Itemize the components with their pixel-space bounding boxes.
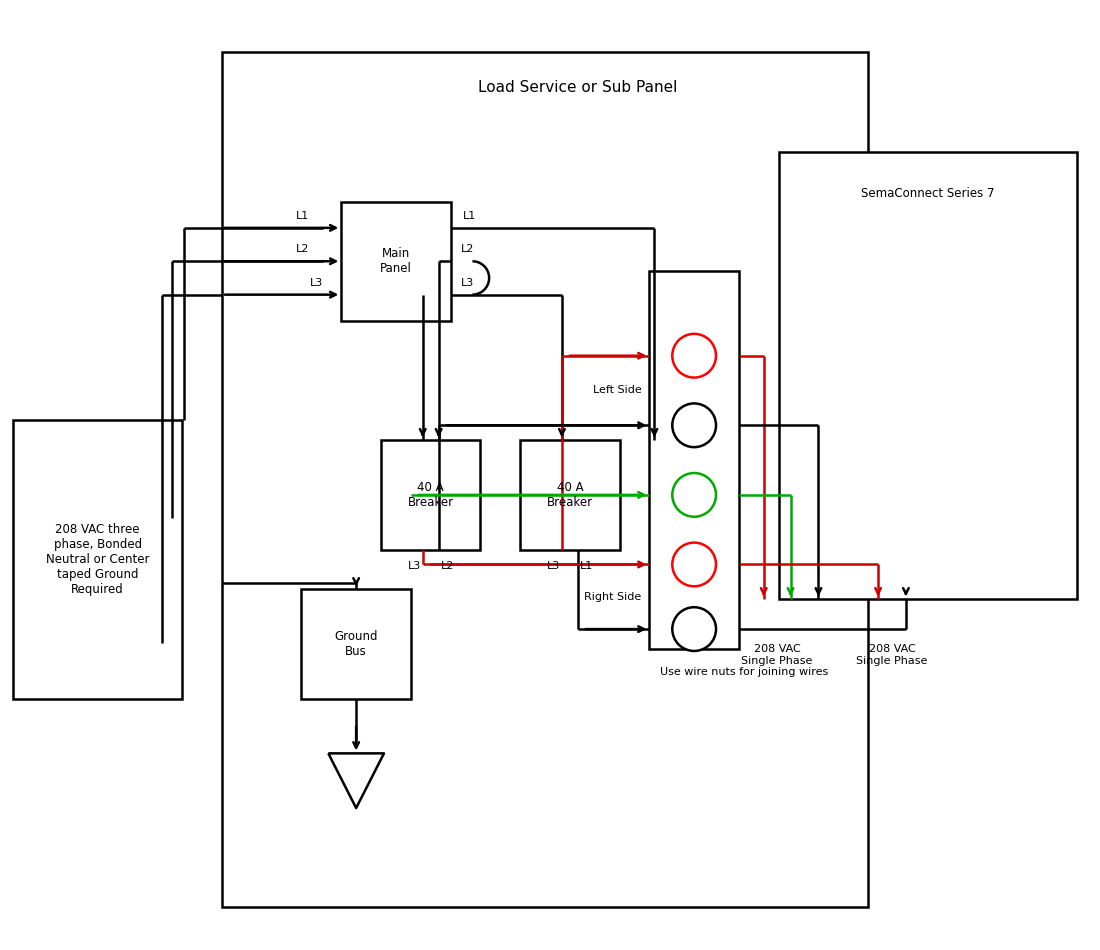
Circle shape <box>672 333 716 377</box>
Text: 40 A
Breaker: 40 A Breaker <box>408 481 454 509</box>
Circle shape <box>672 542 716 586</box>
Text: L3: L3 <box>461 277 474 288</box>
Text: L3: L3 <box>407 561 421 572</box>
Circle shape <box>672 607 716 651</box>
Bar <box>222 52 868 907</box>
Text: L1: L1 <box>296 211 309 221</box>
Text: 208 VAC
Single Phase: 208 VAC Single Phase <box>856 644 927 666</box>
Text: L3: L3 <box>310 277 323 288</box>
Text: 208 VAC three
phase, Bonded
Neutral or Center
taped Ground
Required: 208 VAC three phase, Bonded Neutral or C… <box>46 523 150 596</box>
Text: L1: L1 <box>462 211 476 221</box>
Bar <box>649 271 739 649</box>
Text: Right Side: Right Side <box>584 592 641 601</box>
Bar <box>381 440 481 549</box>
Bar <box>301 589 410 698</box>
Text: Main
Panel: Main Panel <box>379 247 411 276</box>
Text: 208 VAC
Single Phase: 208 VAC Single Phase <box>741 644 813 666</box>
Bar <box>341 201 451 321</box>
Text: Left Side: Left Side <box>593 386 641 395</box>
Text: Use wire nuts for joining wires: Use wire nuts for joining wires <box>660 667 828 676</box>
Text: Load Service or Sub Panel: Load Service or Sub Panel <box>477 81 676 95</box>
Text: L3: L3 <box>547 561 560 572</box>
Circle shape <box>672 473 716 517</box>
Text: SemaConnect Series 7: SemaConnect Series 7 <box>861 187 994 200</box>
Text: Ground
Bus: Ground Bus <box>334 630 378 658</box>
Bar <box>779 152 1077 599</box>
Polygon shape <box>328 753 384 808</box>
Bar <box>13 420 183 698</box>
Text: L1: L1 <box>580 561 593 572</box>
Text: L2: L2 <box>296 244 309 255</box>
Text: 40 A
Breaker: 40 A Breaker <box>547 481 593 509</box>
Bar <box>520 440 619 549</box>
Text: L2: L2 <box>461 244 474 255</box>
Text: L2: L2 <box>441 561 454 572</box>
Circle shape <box>672 404 716 447</box>
